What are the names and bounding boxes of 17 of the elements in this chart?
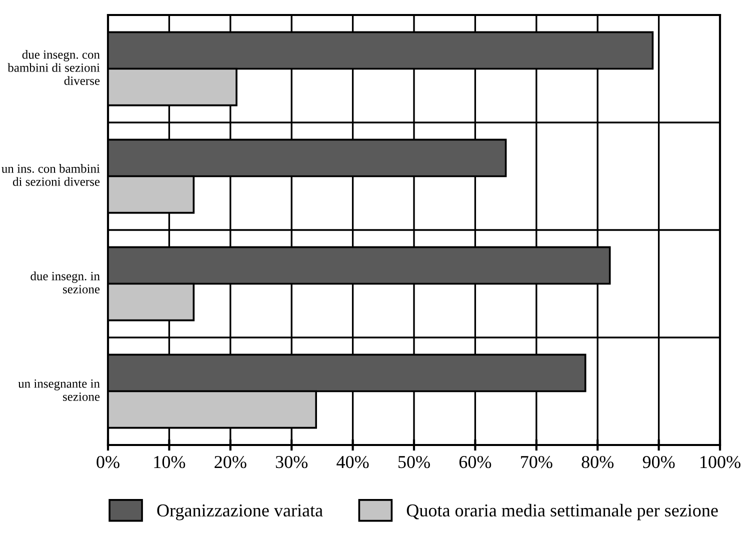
x-tick-label: 90% xyxy=(642,456,675,468)
y-tick-label: due insegn. con bambini di sezioni diverse xyxy=(8,50,100,85)
x-tick-label: 100% xyxy=(700,456,740,468)
x-tick-label: 0% xyxy=(96,456,120,468)
legend-label: Quota oraria media settimanale per sezione xyxy=(406,504,718,520)
x-tick-label: 60% xyxy=(459,456,492,468)
x-tick-label: 80% xyxy=(582,456,614,468)
x-tick-label: 10% xyxy=(154,456,186,468)
x-tick-label: 70% xyxy=(521,456,552,468)
x-tick-label: 30% xyxy=(276,456,308,468)
x-tick-label: 40% xyxy=(336,456,369,468)
y-tick-label: due insegn. in sezione xyxy=(30,272,100,294)
legend-label: Organizzazione variata xyxy=(157,504,323,520)
x-tick-label: 50% xyxy=(398,456,430,468)
y-tick-label: un ins. con bambini di sezioni diverse xyxy=(2,164,100,186)
y-tick-label: un insegnante in sezione xyxy=(18,379,100,401)
x-tick-label: 20% xyxy=(214,456,246,468)
